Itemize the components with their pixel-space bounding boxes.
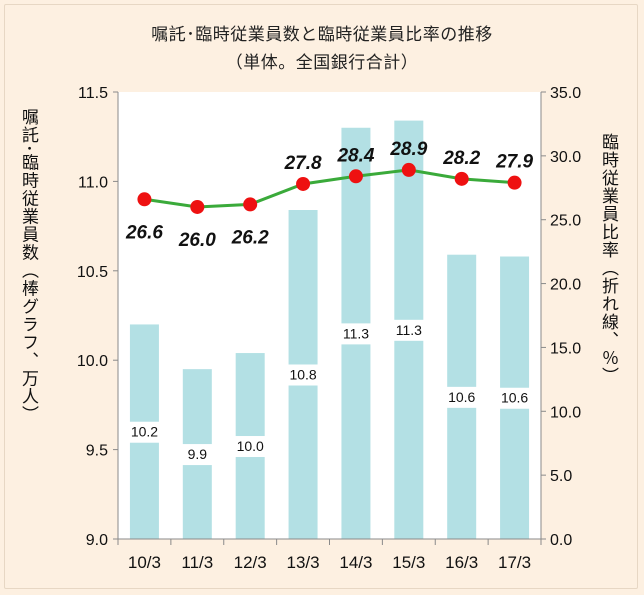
- ratio-line: [144, 168, 515, 209]
- bar-data-label: 10.6: [501, 390, 528, 406]
- y-tick-label-right: 10.0: [550, 404, 581, 421]
- x-tick-label: 10/3: [128, 553, 161, 572]
- x-tick-label: 12/3: [234, 553, 267, 572]
- bar-data-label: 10.8: [289, 367, 316, 383]
- bar-data-label: 11.3: [396, 322, 422, 338]
- bar-data-label-bg: [125, 421, 164, 443]
- ratio-marker: [190, 199, 205, 214]
- y-axis-left-label: 嘱託･臨時従業員数（棒グラフ、万人）: [18, 108, 38, 424]
- line-data-label: 26.2: [231, 227, 269, 248]
- y-tick-label-right: 30.0: [550, 149, 581, 166]
- bar-data-label: 10.6: [448, 389, 475, 405]
- x-tick-label: 11/3: [181, 553, 213, 572]
- x-tick-label: 17/3: [498, 553, 531, 572]
- line-data-label: 28.2: [442, 148, 480, 169]
- bar-data-label-bg: [231, 436, 270, 458]
- ratio-marker: [507, 175, 522, 190]
- x-tick-label: 14/3: [339, 553, 372, 572]
- x-tick-label: 13/3: [287, 553, 320, 572]
- x-tick-label: 15/3: [392, 553, 425, 572]
- x-tick-label: 16/3: [445, 553, 478, 572]
- y-tick-label-left: 11.5: [78, 85, 108, 102]
- bar-data-label: 10.2: [131, 424, 158, 440]
- line-data-label: 27.9: [495, 152, 533, 173]
- bar-data-label-bg: [182, 444, 213, 466]
- ratio-marker: [401, 162, 416, 177]
- chart-frame: [4, 4, 638, 589]
- y-tick-label-right: 20.0: [550, 277, 581, 294]
- y-tick-label-left: 9.5: [86, 443, 108, 460]
- line-data-label: 26.6: [125, 222, 163, 243]
- ratio-marker: [243, 197, 258, 212]
- chart-title: 嘱託･臨時従業員数と臨時従業員比率の推移: [151, 25, 493, 45]
- y-tick-label-left: 11.0: [78, 174, 108, 191]
- bar-data-label: 10.0: [237, 438, 264, 454]
- y-axis-right-label: 臨時従業員比率（折れ線、％）: [598, 133, 618, 385]
- bar-data-label-bg: [442, 386, 481, 408]
- line-data-label: 27.8: [284, 153, 322, 174]
- ratio-marker: [348, 169, 363, 184]
- y-tick-label-right: 0.0: [550, 532, 572, 549]
- ratio-marker: [454, 171, 469, 186]
- y-tick-label-left: 10.5: [77, 264, 108, 281]
- y-tick-label-left: 9.0: [86, 532, 108, 549]
- bar-data-label: 11.3: [343, 325, 369, 341]
- bar-data-label-bg: [284, 364, 323, 386]
- bar-data-label-bg: [389, 319, 428, 341]
- bar-data-label: 9.9: [188, 446, 208, 462]
- line-data-label: 26.0: [178, 230, 216, 251]
- bar-data-label-bg: [495, 387, 534, 409]
- chart-subtitle: （単体。全国銀行合計）: [225, 53, 419, 73]
- ratio-marker: [137, 192, 152, 207]
- line-data-label: 28.4: [336, 145, 374, 166]
- y-tick-label-right: 5.0: [550, 468, 572, 485]
- line-data-label: 28.9: [389, 139, 427, 160]
- y-tick-label-right: 35.0: [550, 85, 581, 102]
- y-tick-label-right: 25.0: [550, 213, 581, 230]
- y-tick-label-right: 15.0: [550, 340, 581, 357]
- bar-data-label-bg: [336, 323, 375, 345]
- ratio-marker: [296, 176, 311, 191]
- y-tick-label-left: 10.0: [77, 353, 108, 370]
